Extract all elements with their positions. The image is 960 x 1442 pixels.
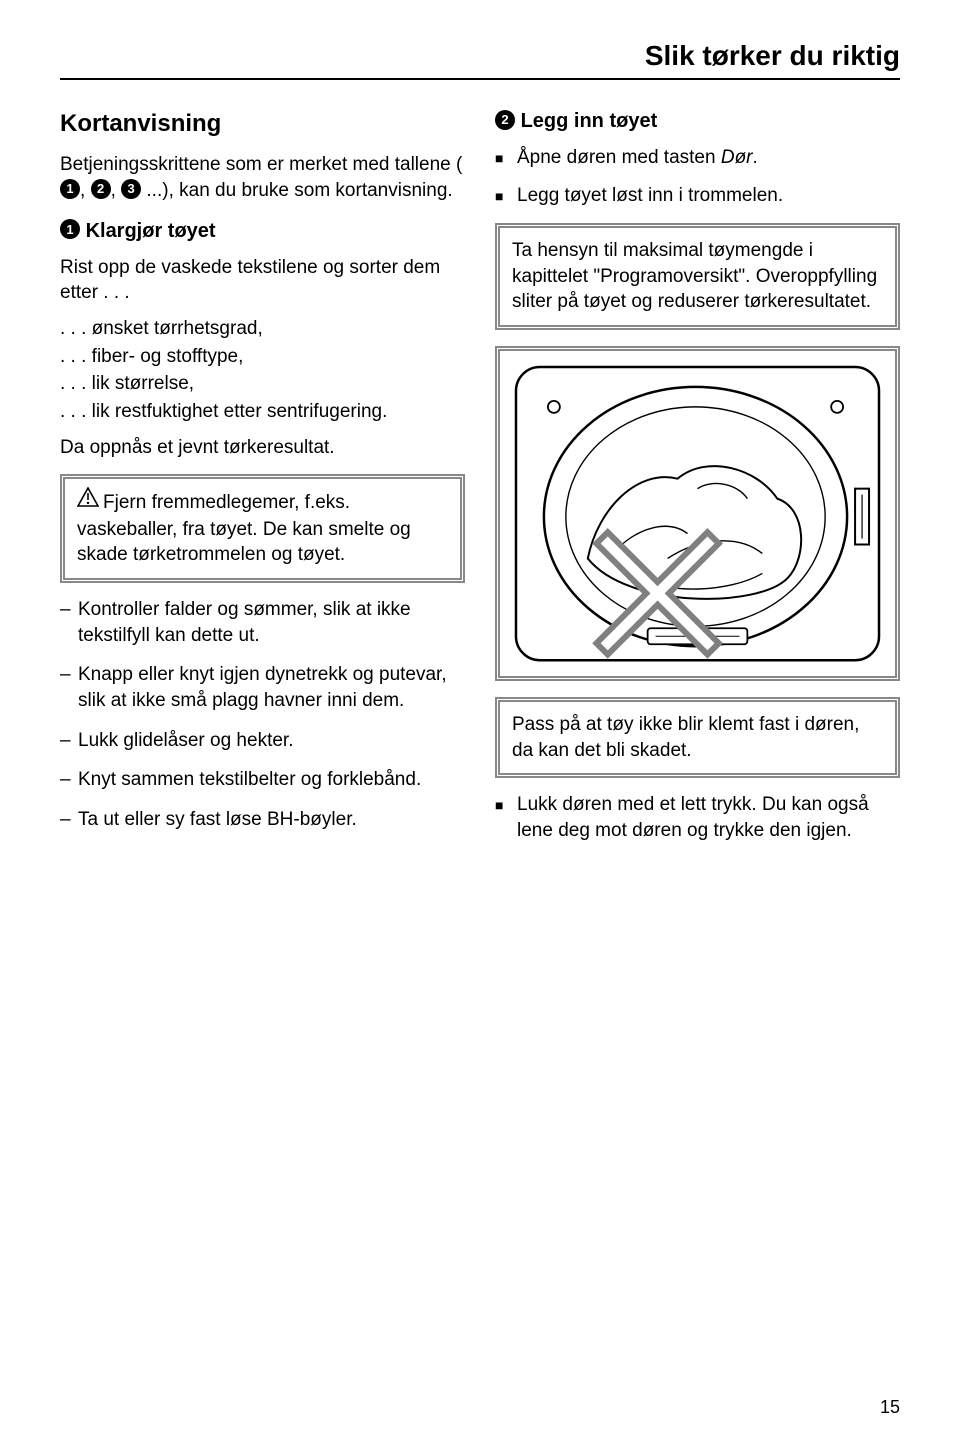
step2-circle: 2 [495, 110, 515, 130]
after-ellipsis: Da oppnås et jevnt tørkeresultat. [60, 435, 465, 461]
square-bullet-icon: ■ [495, 145, 517, 171]
dash-bullet: – [60, 807, 78, 833]
circle-1-inline: 1 [60, 179, 80, 199]
square-item: ■ Åpne døren med tasten Dør. [495, 145, 900, 171]
warning-text: Fjern fremmedlegemer, f.eks. vaskeballer… [77, 492, 411, 565]
left-heading: Kortanvisning [60, 108, 465, 140]
step2-heading: 2 Legg inn tøyet [495, 108, 900, 135]
dash-item: –Kontroller falder og sømmer, slik at ik… [60, 597, 465, 648]
step1-paragraph: Rist opp de vaskede tekstilene og sorter… [60, 255, 465, 306]
square-bullet-icon: ■ [495, 183, 517, 209]
square-bullet-icon: ■ [495, 792, 517, 843]
ellipsis-item: . . . fiber- og stofftype, [60, 344, 465, 370]
dash-text: Knyt sammen tekstilbelter og forklebånd. [78, 767, 421, 793]
square-item: ■ Lukk døren med et lett trykk. Du kan o… [495, 792, 900, 843]
diagram-box [495, 346, 900, 681]
dash-bullet: – [60, 597, 78, 648]
dash-item: –Knyt sammen tekstilbelter og forklebånd… [60, 767, 465, 793]
square-list-bottom: ■ Lukk døren med et lett trykk. Du kan o… [495, 792, 900, 843]
circle-3-inline: 3 [121, 179, 141, 199]
square-item-text: Legg tøyet løst inn i trommelen. [517, 183, 783, 209]
dash-text: Knapp eller knyt igjen dynetrekk og pute… [78, 662, 465, 713]
ellipsis-item: . . . lik restfuktighet etter sentrifuge… [60, 399, 465, 425]
ellipsis-list: . . . ønsket tørrhetsgrad, . . . fiber- … [60, 316, 465, 425]
sq-italic: Dør [721, 147, 753, 168]
content-columns: Kortanvisning Betjeningsskrittene som er… [60, 108, 900, 856]
sq-post: . [753, 147, 758, 168]
step1-heading-text: Klargjør tøyet [86, 220, 216, 242]
step1-heading: 1 Klargjør tøyet [60, 218, 465, 245]
dash-item: –Lukk glidelåser og hekter. [60, 728, 465, 754]
dash-text: Kontroller falder og sømmer, slik at ikk… [78, 597, 465, 648]
step1-circle: 1 [60, 219, 80, 239]
dash-bullet: – [60, 662, 78, 713]
page-title: Slik tørker du riktig [60, 40, 900, 80]
intro-text-a: Betjeningsskrittene som er merket med ta… [60, 154, 462, 175]
intro-text-b: ...), kan du bruke som kortanvisning. [141, 180, 453, 201]
sq-pre: Åpne døren med tasten [517, 147, 721, 168]
ellipsis-item: . . . ønsket tørrhetsgrad, [60, 316, 465, 342]
page-number: 15 [880, 1397, 900, 1418]
dash-text: Ta ut eller sy fast løse BH-bøyler. [78, 807, 357, 833]
info-box-door-pinch: Pass på at tøy ikke blir klemt fast i dø… [495, 697, 900, 778]
circle-2-inline: 2 [91, 179, 111, 199]
square-list-top: ■ Åpne døren med tasten Dør. ■ Legg tøye… [495, 145, 900, 209]
right-column: 2 Legg inn tøyet ■ Åpne døren med tasten… [495, 108, 900, 856]
dash-list: –Kontroller falder og sømmer, slik at ik… [60, 597, 465, 832]
info-box-text: Ta hensyn til maksimal tøymengde i kapit… [512, 240, 877, 312]
dash-bullet: – [60, 728, 78, 754]
dash-item: –Ta ut eller sy fast løse BH-bøyler. [60, 807, 465, 833]
square-item: ■ Legg tøyet løst inn i trommelen. [495, 183, 900, 209]
dryer-drum-diagram [508, 359, 887, 668]
square-item-text: Åpne døren med tasten Dør. [517, 145, 758, 171]
intro-paragraph: Betjeningsskrittene som er merket med ta… [60, 152, 465, 203]
dash-item: –Knapp eller knyt igjen dynetrekk og put… [60, 662, 465, 713]
warning-box-foreign-objects: Fjern fremmedlegemer, f.eks. vaskeballer… [60, 474, 465, 583]
warning-triangle-icon [77, 487, 99, 515]
step2-heading-text: Legg inn tøyet [521, 110, 658, 132]
ellipsis-item: . . . lik størrelse, [60, 371, 465, 397]
info-box-max-load: Ta hensyn til maksimal tøymengde i kapit… [495, 223, 900, 330]
left-column: Kortanvisning Betjeningsskrittene som er… [60, 108, 465, 856]
info-box-text: Pass på at tøy ikke blir klemt fast i dø… [512, 714, 859, 761]
dash-text: Lukk glidelåser og hekter. [78, 728, 293, 754]
square-item-text: Lukk døren med et lett trykk. Du kan ogs… [517, 792, 900, 843]
dash-bullet: – [60, 767, 78, 793]
